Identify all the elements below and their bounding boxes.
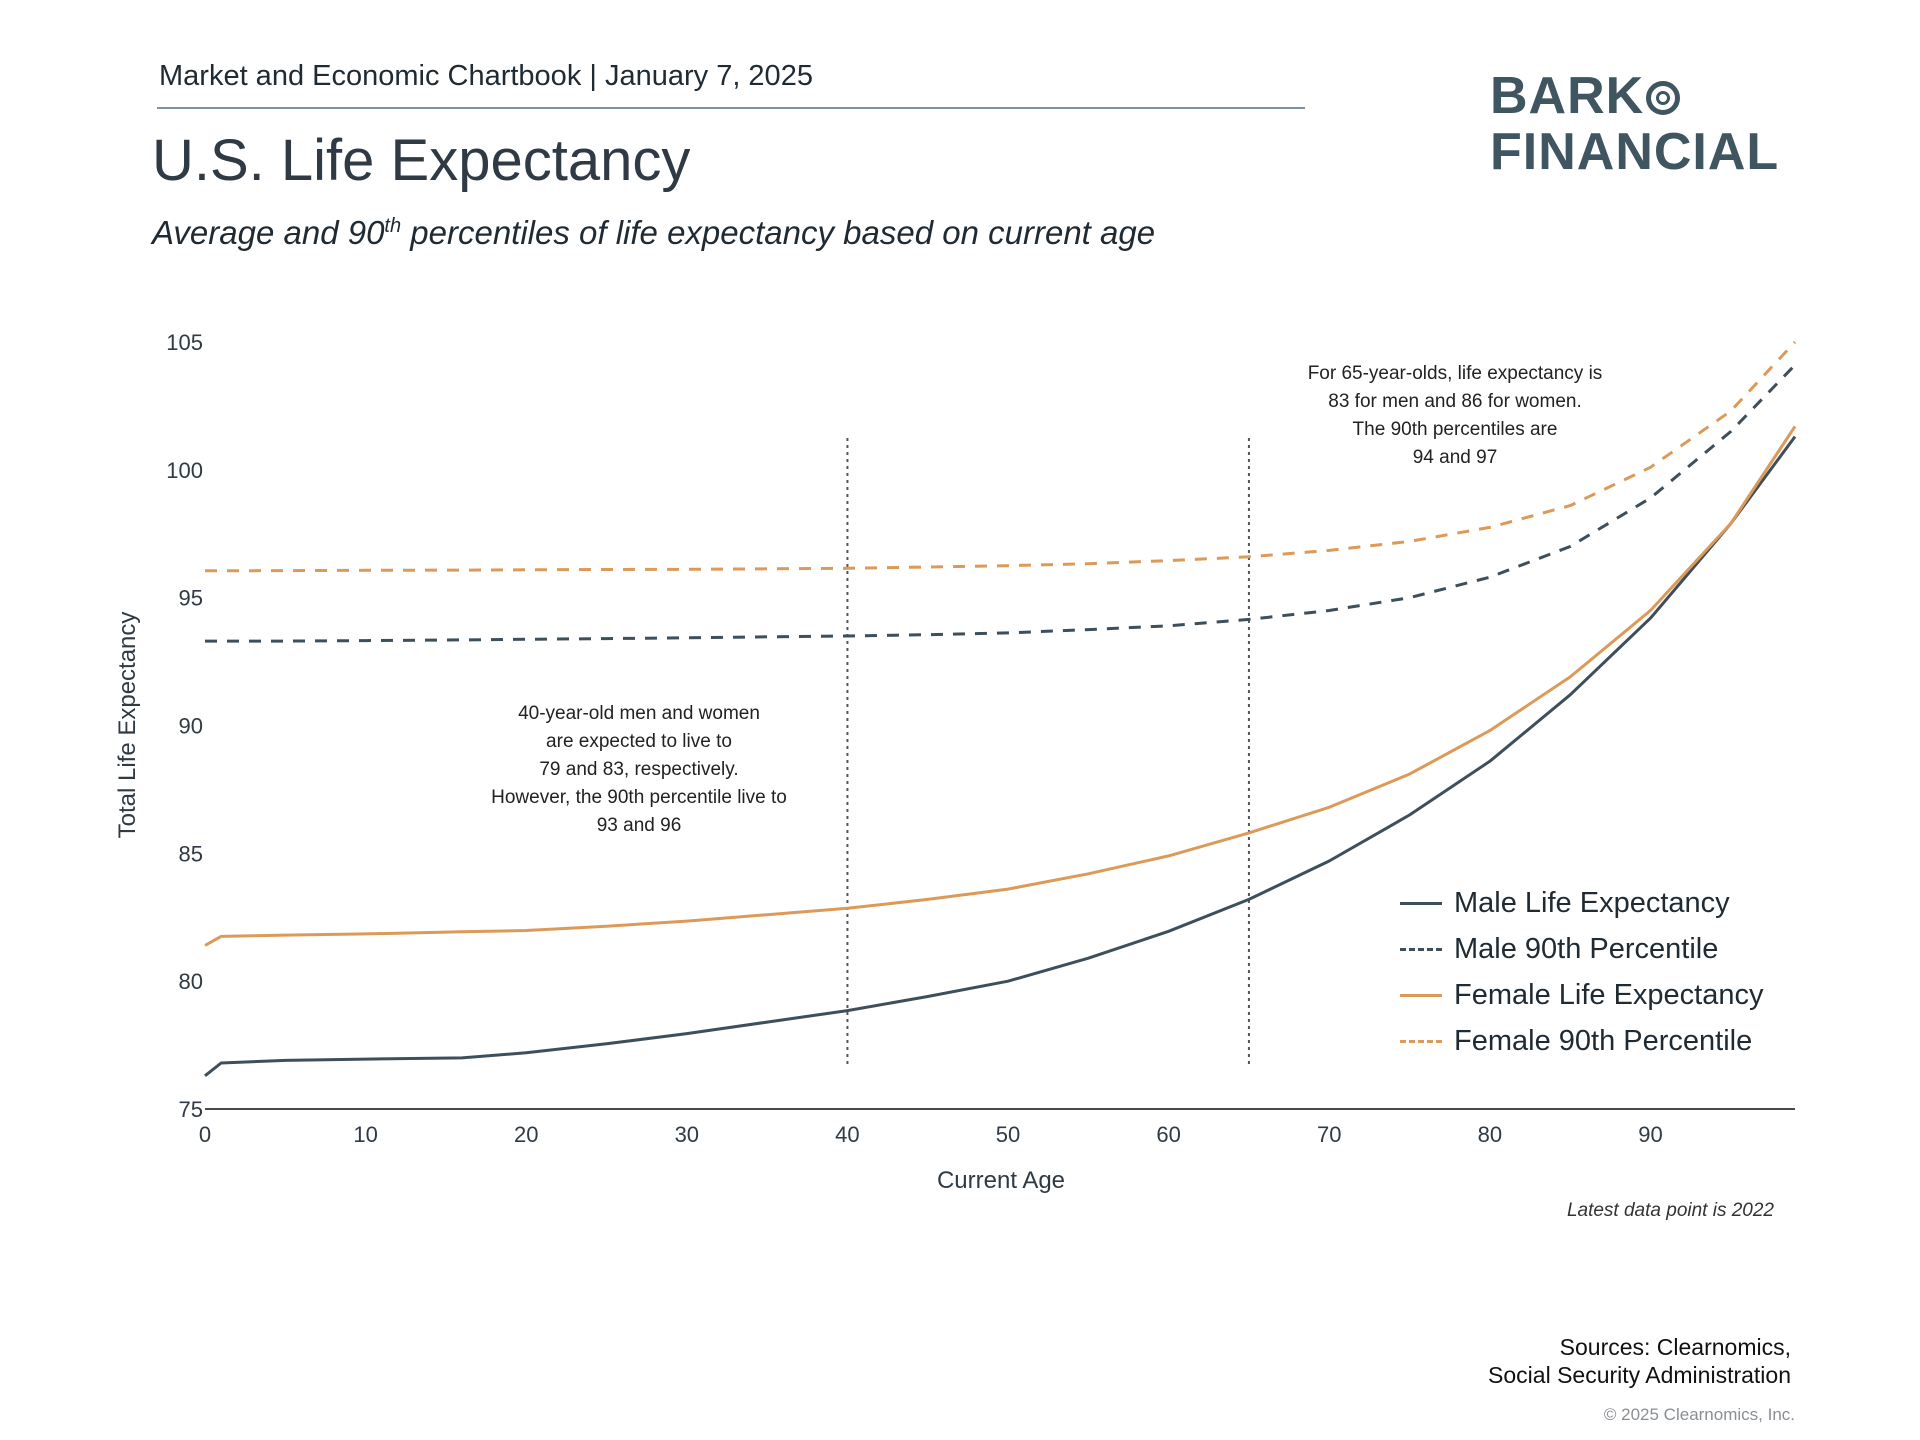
x-tick-label: 80 (1478, 1122, 1502, 1147)
legend-item-male-90th: Male 90th Percentile (1400, 926, 1763, 972)
legend-label: Male Life Expectancy (1454, 886, 1730, 919)
x-tick-label: 30 (675, 1122, 699, 1147)
annotation-65-line: For 65-year-olds, life expectancy is (1307, 363, 1603, 384)
series-line-male-life-expectancy (204, 435, 1797, 1077)
legend-item-female-90th: Female 90th Percentile (1400, 1018, 1763, 1064)
x-axis-label: Current Age (937, 1167, 1065, 1194)
logo-line-1: BARK (1490, 68, 1779, 124)
logo-text-bark: BARK (1490, 67, 1645, 125)
x-tick-label: 10 (353, 1122, 377, 1147)
legend-item-male-life-expectancy: Male Life Expectancy (1400, 880, 1763, 926)
x-tick-label: 40 (835, 1122, 859, 1147)
x-tick-label: 60 (1156, 1122, 1180, 1147)
annotation-40-line: However, the 90th percentile live to (491, 787, 787, 808)
chart-legend: Male Life Expectancy Male 90th Percentil… (1400, 880, 1763, 1064)
annotation-40-line: 79 and 83, respectively. (539, 759, 739, 780)
legend-swatch (1400, 947, 1442, 951)
x-tick-label: 90 (1638, 1122, 1662, 1147)
x-tick-label: 70 (1317, 1122, 1341, 1147)
legend-swatch (1400, 993, 1442, 997)
legend-swatch (1400, 901, 1442, 905)
logo-ring-icon (1646, 81, 1681, 115)
subtitle-prefix: Average and 90 (152, 214, 385, 251)
annotation-65-line: 94 and 97 (1412, 447, 1498, 468)
annotation-65-line: 83 for men and 86 for women. (1328, 391, 1582, 412)
subtitle-suffix: percentiles of life expectancy based on … (401, 214, 1156, 251)
chartbook-header: Market and Economic Chartbook | January … (159, 60, 813, 92)
y-tick-label: 95 (179, 586, 203, 611)
chart-subtitle: Average and 90th percentiles of life exp… (152, 214, 1155, 252)
header-divider (157, 107, 1305, 109)
y-tick-label: 75 (179, 1097, 203, 1122)
copyright: © 2025 Clearnomics, Inc. (1603, 1405, 1795, 1424)
annotation-age-65: For 65-year-olds, life expectancy is 83 … (1240, 360, 1670, 472)
series-line-male-90th-percentile (205, 363, 1797, 643)
chart-title: U.S. Life Expectancy (152, 128, 691, 193)
annotation-65-line: The 90th percentiles are (1352, 419, 1558, 440)
legend-label: Female Life Expectancy (1454, 978, 1764, 1011)
subtitle-sup: th (384, 215, 402, 237)
sources-line: Sources: Clearnomics, (1559, 1334, 1791, 1360)
y-tick-label: 105 (166, 330, 203, 355)
y-tick-label: 80 (179, 969, 203, 994)
y-tick-label: 90 (179, 714, 203, 739)
x-tick-label: 50 (996, 1122, 1020, 1147)
barko-financial-logo: BARK FINANCIAL (1490, 68, 1779, 180)
x-tick-label: 20 (514, 1122, 538, 1147)
series-line-female-90th-percentile (205, 340, 1797, 573)
legend-swatch (1400, 1039, 1442, 1043)
y-tick-label: 85 (179, 841, 203, 866)
latest-data-note: Latest data point is 2022 (1566, 1200, 1774, 1221)
legend-label: Female 90th Percentile (1454, 1024, 1753, 1057)
annotation-40-line: are expected to live to (546, 731, 732, 752)
y-tick-label: 100 (166, 458, 203, 483)
y-axis-label: Total Life Expectancy (114, 612, 141, 839)
annotation-age-40: 40-year-old men and women are expected t… (439, 700, 839, 840)
sources-line: Social Security Administration (1488, 1362, 1791, 1388)
legend-label: Male 90th Percentile (1454, 932, 1719, 965)
legend-item-female-life-expectancy: Female Life Expectancy (1400, 972, 1763, 1018)
logo-line-2: FINANCIAL (1490, 123, 1780, 181)
annotation-40-line: 93 and 96 (596, 815, 682, 836)
annotation-40-line: 40-year-old men and women (518, 703, 760, 724)
sources: Sources: Clearnomics, Social Security Ad… (1488, 1333, 1791, 1389)
series-line-female-life-expectancy (204, 425, 1797, 947)
x-tick-label: 0 (199, 1122, 211, 1147)
